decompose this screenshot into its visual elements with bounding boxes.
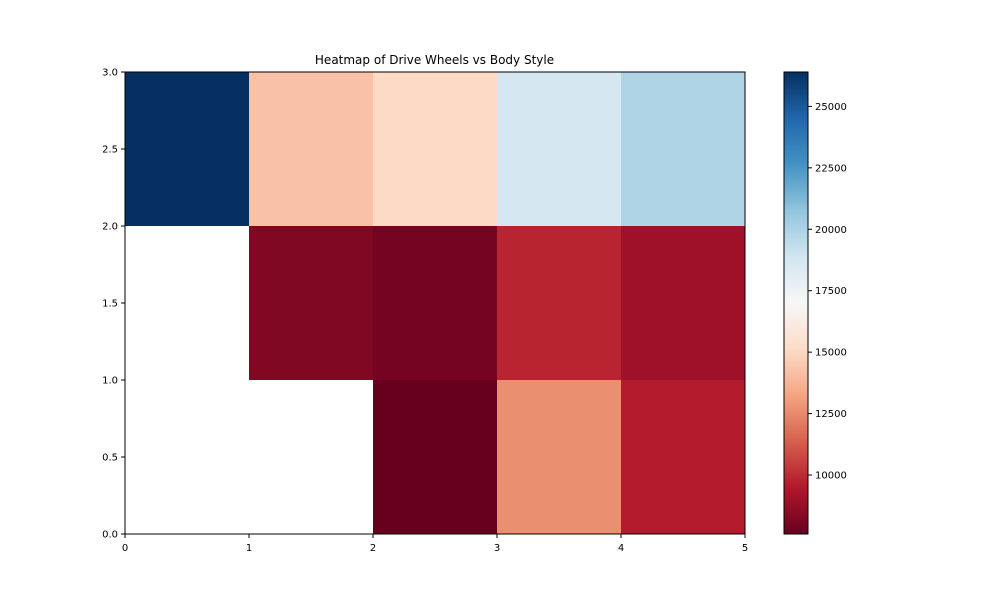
- x-axis: 0 1 2 3 4 5: [122, 534, 748, 554]
- y-axis: 0.0 0.5 1.0 1.5 2.0 2.5 3.0: [102, 68, 125, 541]
- heatmap-cell: [497, 380, 621, 534]
- heatmap-cell: [497, 72, 621, 226]
- heatmap-cell: [621, 226, 745, 380]
- colorbar-frame: [783, 71, 809, 535]
- y-tick-label: 2.5: [102, 145, 118, 156]
- heatmap-cell: [497, 226, 621, 380]
- x-tick-label: 2: [370, 543, 376, 554]
- heatmap-cell: [373, 226, 497, 380]
- y-tick-label: 1.5: [102, 299, 118, 310]
- y-tick-label: 1.0: [102, 376, 118, 387]
- heatmap-cell: [249, 226, 373, 380]
- heatmap-cells: [125, 72, 745, 534]
- y-tick-label: 0.5: [102, 453, 118, 464]
- heatmap-cell: [125, 72, 249, 226]
- y-tick-label: 0.0: [102, 530, 118, 541]
- colorbar-tick-label: 17500: [815, 286, 847, 297]
- colorbar-axis: 10000 12500 15000 17500 20000 22500 25000: [808, 102, 847, 482]
- x-tick-label: 1: [246, 543, 252, 554]
- colorbar-tick-label: 20000: [815, 225, 847, 236]
- colorbar-tick-label: 22500: [815, 163, 847, 174]
- heatmap-cell: [249, 72, 373, 226]
- colorbar-tick-label: 15000: [815, 348, 847, 359]
- colorbar-gradient: [784, 72, 808, 534]
- x-tick-label: 3: [494, 543, 500, 554]
- x-tick-label: 5: [742, 543, 748, 554]
- heatmap-cell: [621, 72, 745, 226]
- y-tick-label: 3.0: [102, 68, 118, 79]
- x-tick-label: 4: [618, 543, 624, 554]
- y-tick-label: 2.0: [102, 222, 118, 233]
- colorbar-tick-label: 10000: [815, 471, 847, 482]
- colorbar-tick-label: 12500: [815, 409, 847, 420]
- heatmap-cell: [373, 72, 497, 226]
- heatmap-cell: [373, 380, 497, 534]
- heatmap-cell: [621, 380, 745, 534]
- colorbar-tick-label: 25000: [815, 102, 847, 113]
- chart-title: Heatmap of Drive Wheels vs Body Style: [315, 53, 554, 67]
- x-tick-label: 0: [122, 543, 128, 554]
